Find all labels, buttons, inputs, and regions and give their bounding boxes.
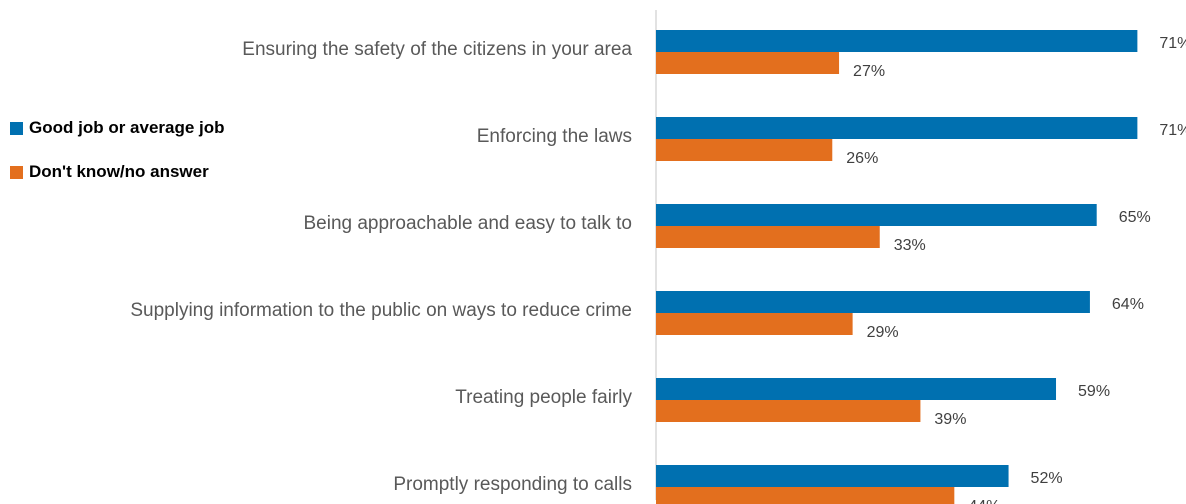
value-label-dont-know: 33% — [894, 237, 926, 254]
category-label: Supplying information to the public on w… — [130, 300, 632, 321]
bar-good-job — [656, 117, 1138, 139]
bar-dont-know — [656, 139, 833, 161]
bar-dont-know — [656, 52, 840, 74]
value-label-dont-know: 27% — [853, 63, 885, 80]
bar-dont-know — [656, 226, 880, 248]
bar-good-job — [656, 204, 1097, 226]
value-label-good-job: 71% — [1159, 35, 1186, 52]
value-label-dont-know: 39% — [934, 411, 966, 428]
value-label-dont-know: 29% — [867, 324, 899, 341]
bar-good-job — [656, 30, 1138, 52]
value-label-good-job: 59% — [1078, 383, 1110, 400]
value-label-good-job: 71% — [1159, 122, 1186, 139]
value-label-good-job: 52% — [1031, 470, 1063, 487]
legend-label-good-job: Good job or average job — [29, 118, 225, 137]
bar-good-job — [656, 378, 1057, 400]
value-label-dont-know: 44% — [968, 498, 1000, 504]
value-label-dont-know: 26% — [846, 150, 878, 167]
bar-dont-know — [656, 487, 955, 504]
legend-swatch-dont-know — [10, 165, 23, 179]
bar-dont-know — [656, 400, 921, 422]
category-label: Promptly responding to calls — [393, 474, 632, 495]
bar-good-job — [656, 465, 1009, 487]
legend-item-good-job: Good job or average job — [10, 118, 225, 138]
category-label: Being approachable and easy to talk to — [303, 213, 632, 234]
legend-item-dont-know: Don't know/no answer — [10, 162, 209, 182]
value-label-good-job: 64% — [1112, 296, 1144, 313]
value-label-good-job: 65% — [1119, 209, 1151, 226]
bar-good-job — [656, 291, 1090, 313]
bar-dont-know — [656, 313, 853, 335]
legend-label-dont-know: Don't know/no answer — [29, 162, 209, 181]
category-label: Ensuring the safety of the citizens in y… — [242, 39, 632, 60]
legend-swatch-good-job — [10, 121, 23, 135]
category-label: Treating people fairly — [455, 387, 632, 408]
category-label: Enforcing the laws — [477, 126, 632, 147]
